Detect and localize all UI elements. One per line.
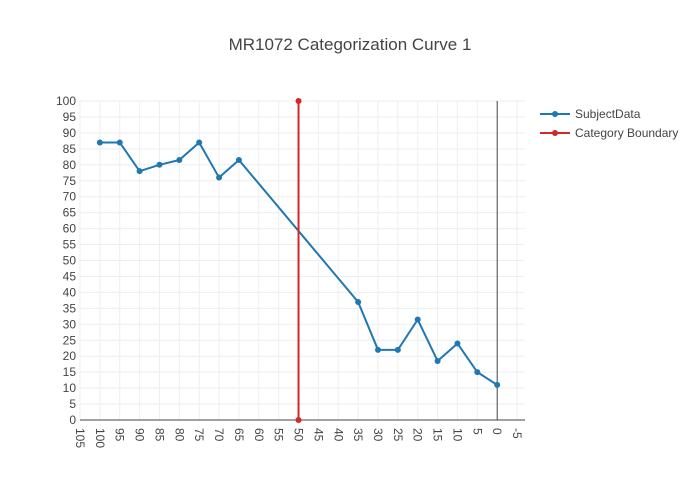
data-point[interactable] xyxy=(454,340,461,347)
y-tick-label: 50 xyxy=(63,254,77,268)
chart-title: MR1072 Categorization Curve 1 xyxy=(229,35,472,54)
x-tick-label: 80 xyxy=(172,428,186,442)
data-point[interactable] xyxy=(176,157,183,164)
x-tick-label: 55 xyxy=(272,428,286,442)
data-point[interactable] xyxy=(374,346,381,353)
legend-label: Category Boundary xyxy=(575,126,678,140)
axes xyxy=(80,101,525,421)
y-tick-label: 65 xyxy=(63,206,77,220)
legend[interactable]: SubjectData Category Boundary xyxy=(540,107,678,140)
y-tick-label: 15 xyxy=(63,365,77,379)
x-tick-label: 35 xyxy=(351,428,365,442)
y-tick-label: 75 xyxy=(63,174,77,188)
series xyxy=(96,98,501,423)
data-point[interactable] xyxy=(494,381,501,388)
data-point[interactable] xyxy=(156,161,163,168)
data-point[interactable] xyxy=(96,139,103,146)
x-tick-label: 60 xyxy=(252,428,266,442)
legend-label: SubjectData xyxy=(575,107,641,121)
data-point[interactable] xyxy=(196,139,203,146)
data-point[interactable] xyxy=(116,139,123,146)
x-tick-label: 85 xyxy=(152,428,166,442)
data-point[interactable] xyxy=(295,417,302,423)
data-point[interactable] xyxy=(235,157,242,164)
y-tick-label: 85 xyxy=(63,142,77,156)
y-tick-label: 55 xyxy=(63,238,77,252)
x-tick-label: 50 xyxy=(292,428,306,442)
x-tick-label: 105 xyxy=(73,428,87,448)
y-tick-label: 100 xyxy=(56,94,76,108)
y-tick-label: 0 xyxy=(69,413,76,427)
tick-labels: 0510152025303540455055606570758085909510… xyxy=(56,94,524,448)
x-tick-label: 25 xyxy=(391,428,405,442)
data-point[interactable] xyxy=(355,298,362,305)
x-tick-label: 0 xyxy=(490,428,504,435)
y-tick-label: 60 xyxy=(63,222,77,236)
x-tick-label: 45 xyxy=(311,428,325,442)
x-tick-label: -5 xyxy=(510,428,524,439)
x-tick-label: 100 xyxy=(93,428,107,448)
y-tick-label: 95 xyxy=(63,110,77,124)
y-tick-label: 25 xyxy=(63,333,77,347)
x-tick-label: 90 xyxy=(133,428,147,442)
data-point[interactable] xyxy=(474,369,481,376)
grid xyxy=(79,100,525,420)
y-tick-label: 45 xyxy=(63,269,77,283)
legend-swatch-marker xyxy=(552,130,558,136)
data-point[interactable] xyxy=(216,174,223,181)
x-tick-label: 20 xyxy=(411,428,425,442)
data-point[interactable] xyxy=(414,316,421,323)
y-tick-label: 70 xyxy=(63,190,77,204)
x-tick-label: 30 xyxy=(371,428,385,442)
y-tick-label: 30 xyxy=(63,317,77,331)
data-point[interactable] xyxy=(136,168,143,175)
legend-item-0[interactable]: SubjectData xyxy=(540,107,641,121)
x-tick-label: 15 xyxy=(431,428,445,442)
x-tick-label: 65 xyxy=(232,428,246,442)
y-tick-label: 80 xyxy=(63,158,77,172)
x-tick-label: 75 xyxy=(192,428,206,442)
y-tick-label: 5 xyxy=(69,397,76,411)
x-tick-label: 10 xyxy=(450,428,464,442)
data-point[interactable] xyxy=(295,98,302,104)
x-tick-label: 70 xyxy=(212,428,226,442)
y-tick-label: 35 xyxy=(63,301,77,315)
data-point[interactable] xyxy=(434,357,441,364)
x-tick-label: 5 xyxy=(470,428,484,435)
x-tick-label: 40 xyxy=(331,428,345,442)
y-tick-label: 20 xyxy=(63,349,77,363)
legend-item-1[interactable]: Category Boundary xyxy=(540,126,678,140)
y-tick-label: 40 xyxy=(63,285,77,299)
y-tick-label: 10 xyxy=(63,381,77,395)
x-tick-label: 95 xyxy=(113,428,127,442)
legend-swatch-marker xyxy=(552,111,558,117)
y-tick-label: 90 xyxy=(63,126,77,140)
data-point[interactable] xyxy=(394,346,401,353)
